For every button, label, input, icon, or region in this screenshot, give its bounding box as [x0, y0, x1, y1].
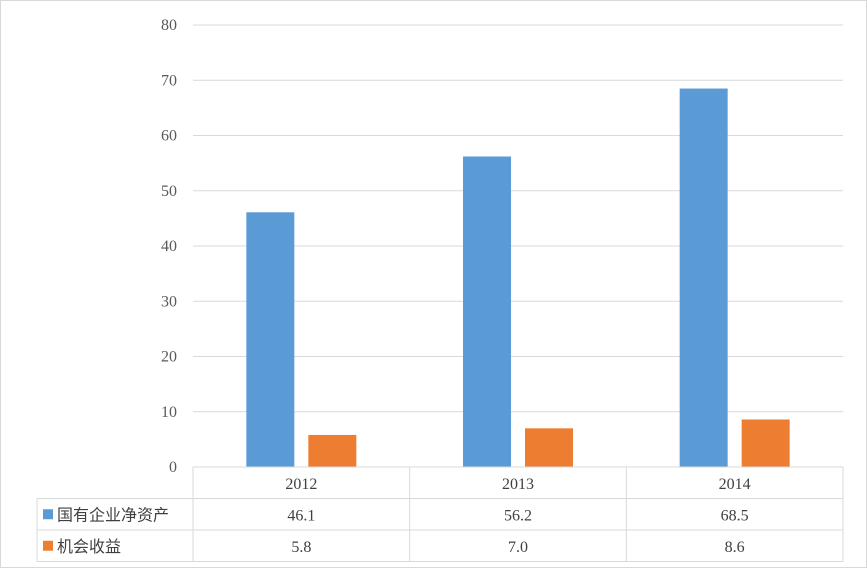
bar-series-1-2012 — [246, 212, 295, 467]
legend-swatch-2 — [43, 540, 53, 551]
y-tick-label: 40 — [161, 238, 177, 255]
y-tick-label: 0 — [169, 459, 177, 476]
y-tick-label: 50 — [161, 183, 177, 200]
x-category-label: 2012 — [285, 476, 317, 493]
y-tick-label: 20 — [161, 349, 177, 366]
data-cell-value: 68.5 — [721, 507, 749, 524]
legend-swatch-1 — [43, 509, 53, 520]
y-tick-label: 30 — [161, 293, 177, 310]
y-tick-label: 70 — [161, 72, 177, 89]
bar-series-2-2012 — [308, 434, 357, 467]
y-tick-label: 80 — [161, 17, 177, 34]
bar-series-2-2014 — [741, 419, 790, 467]
data-cell-value: 7.0 — [508, 539, 528, 556]
x-category-label: 2013 — [502, 476, 534, 493]
bars — [246, 88, 790, 467]
bar-series-2-2013 — [525, 428, 573, 467]
y-tick-label: 10 — [161, 404, 177, 421]
y-tick-label: 60 — [161, 128, 177, 145]
y-axis-ticks: 0 10 20 30 40 50 60 70 80 — [161, 17, 177, 476]
legend-label-2: 机会收益 — [57, 537, 121, 556]
x-category-label: 2014 — [719, 476, 751, 493]
gridlines — [193, 24, 843, 413]
data-cell-value: 8.6 — [725, 539, 745, 556]
data-cell-value: 5.8 — [291, 539, 311, 556]
data-cell-value: 56.2 — [504, 507, 532, 524]
bar-series-1-2014 — [679, 88, 728, 467]
data-table: 2012 2013 2014 国有企业净资产 46.1 56.2 68.5 机会收益 5.8 7.… — [36, 466, 844, 562]
legend-label-1: 国有企业净资产 — [57, 505, 169, 524]
bar-series-1-2013 — [463, 156, 511, 467]
data-cell-value: 46.1 — [287, 507, 315, 524]
